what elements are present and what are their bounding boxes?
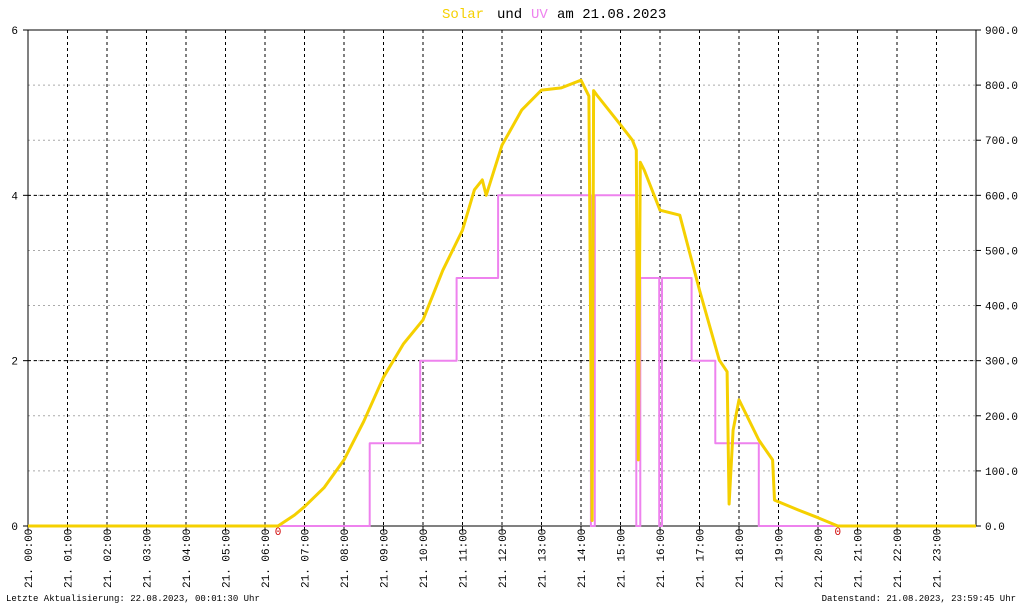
- title-date: am 21.08.2023: [557, 7, 666, 23]
- x-tick-label: 21. 06:00: [261, 529, 273, 588]
- y2-tick-label: 500.0: [985, 246, 1018, 258]
- y2-tick-label: 100.0: [985, 467, 1018, 479]
- x-tick-label: 21. 20:00: [814, 529, 826, 588]
- x-tick-label: 21. 10:00: [419, 529, 431, 588]
- y-tick-label: 4: [11, 191, 18, 203]
- annotation: 0: [834, 527, 841, 539]
- x-tick-label: 21. 11:00: [459, 529, 471, 588]
- y2-tick-label: 200.0: [985, 412, 1018, 424]
- title-uv: UV: [531, 7, 548, 23]
- annotation: 0: [275, 527, 282, 539]
- x-tick-label: 21. 04:00: [182, 529, 194, 588]
- x-tick-label: 21. 22:00: [893, 529, 905, 588]
- series-line: [28, 78, 976, 528]
- y2-tick-label: 800.0: [985, 81, 1018, 93]
- y-tick-label: 0: [11, 522, 18, 534]
- x-tick-label: 21. 13:00: [538, 529, 550, 588]
- x-tick-label: 21. 21:00: [854, 529, 866, 588]
- x-tick-label: 21. 19:00: [775, 529, 787, 588]
- y2-tick-label: 300.0: [985, 357, 1018, 369]
- y-tick-label: 6: [11, 26, 18, 38]
- x-tick-label: 21. 23:00: [933, 529, 945, 588]
- x-tick-label: 21. 05:00: [222, 529, 234, 588]
- x-tick-label: 21. 17:00: [696, 529, 708, 588]
- footer-left: Letzte Aktualisierung: 22.08.2023, 00:01…: [6, 594, 260, 604]
- y2-tick-label: 900.0: [985, 26, 1018, 38]
- x-tick-label: 21. 12:00: [498, 529, 510, 588]
- x-tick-label: 21. 09:00: [380, 529, 392, 588]
- x-tick-label: 21. 16:00: [656, 529, 668, 588]
- y2-tick-label: 600.0: [985, 191, 1018, 203]
- x-tick-label: 21. 03:00: [143, 529, 155, 588]
- x-tick-label: 21. 02:00: [103, 529, 115, 588]
- plot-frame: [27, 29, 977, 527]
- footer-right: Datenstand: 21.08.2023, 23:59:45 Uhr: [822, 594, 1016, 604]
- title-solar: Solar: [442, 7, 484, 23]
- y2-tick-label: 700.0: [985, 136, 1018, 148]
- x-tick-label: 21. 15:00: [617, 529, 629, 588]
- x-tick-label: 21. 14:00: [577, 529, 589, 588]
- x-tick-label: 21. 00:00: [24, 529, 36, 588]
- x-tick-label: 21. 01:00: [64, 529, 76, 588]
- x-tick-label: 21. 18:00: [735, 529, 747, 588]
- x-tick-label: 21. 07:00: [301, 529, 313, 588]
- x-tick-label: 21. 08:00: [340, 529, 352, 588]
- y-tick-label: 2: [11, 357, 18, 369]
- y2-tick-label: 400.0: [985, 302, 1018, 314]
- y2-tick-label: 0.0: [985, 522, 1005, 534]
- title-join: und: [497, 7, 522, 23]
